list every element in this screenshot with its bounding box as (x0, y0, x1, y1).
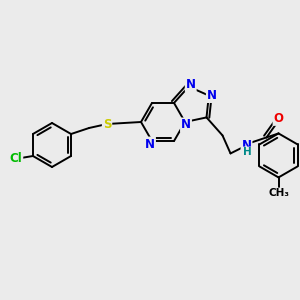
Text: N: N (186, 78, 196, 91)
Text: Cl: Cl (10, 152, 22, 164)
Text: CH₃: CH₃ (268, 188, 289, 198)
Text: S: S (103, 118, 111, 130)
Text: H: H (243, 147, 252, 158)
Text: N: N (207, 89, 217, 102)
Text: O: O (274, 112, 284, 125)
Text: N: N (242, 139, 251, 152)
Text: N: N (181, 118, 191, 131)
Text: N: N (145, 138, 155, 151)
